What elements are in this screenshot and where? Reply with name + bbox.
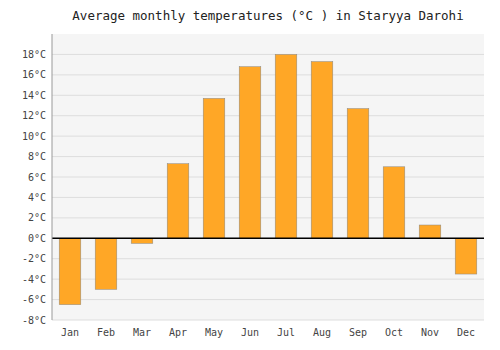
y-tick-label: 8°C — [28, 151, 46, 162]
y-tick-label: -6°C — [22, 294, 46, 305]
grid-line — [52, 95, 484, 96]
title: Average monthly temperatures (°C ) in St… — [72, 8, 463, 23]
zero-line — [52, 238, 484, 240]
x-tick-label: Aug — [313, 327, 331, 338]
bar — [275, 54, 297, 238]
grid-line — [52, 136, 484, 137]
x-tick-label: Jan — [61, 327, 79, 338]
plot-background — [52, 34, 484, 320]
bar — [131, 238, 153, 243]
x-tick-label: May — [205, 327, 223, 338]
bar — [239, 67, 261, 239]
bar — [383, 167, 405, 239]
x-tick-label: Nov — [421, 327, 439, 338]
grid-line — [52, 320, 484, 321]
bars — [59, 54, 477, 304]
x-tick-label: Dec — [457, 327, 475, 338]
x-tick-label: Sep — [349, 327, 367, 338]
grid-line — [52, 238, 484, 239]
y-tick-label: -8°C — [22, 315, 46, 326]
x-tick-label: Apr — [169, 327, 187, 338]
y-tick-label: 18°C — [22, 49, 46, 60]
y-tick-label: 16°C — [22, 69, 46, 80]
grid-line — [52, 156, 484, 157]
bar — [347, 109, 369, 239]
y-tick-label: 14°C — [22, 90, 46, 101]
grid-line — [52, 197, 484, 198]
y-tick-label: 12°C — [22, 110, 46, 121]
x-tick-label: Jul — [277, 327, 295, 338]
y-tick-label: 10°C — [22, 131, 46, 142]
bar — [167, 164, 189, 239]
grid-line — [52, 177, 484, 178]
grid — [52, 54, 484, 320]
grid-line — [52, 74, 484, 75]
bar — [455, 238, 477, 274]
x-tick-label: Mar — [133, 327, 151, 338]
x-tick-label: Jun — [241, 327, 259, 338]
grid-line — [52, 217, 484, 218]
bar — [95, 238, 117, 289]
bar — [203, 98, 225, 238]
y-tick-label: -2°C — [22, 253, 46, 264]
y-tick-label: 0°C — [28, 233, 46, 244]
x-tick-label: Feb — [97, 327, 115, 338]
y-tick-label: 6°C — [28, 172, 46, 183]
bar — [59, 238, 81, 304]
y-tick-label: 2°C — [28, 212, 46, 223]
y-tick-label: -4°C — [22, 274, 46, 285]
chart: Average monthly temperatures (°C ) in St… — [0, 0, 500, 350]
grid-line — [52, 115, 484, 116]
bar — [419, 225, 441, 238]
grid-line — [52, 54, 484, 55]
grid-line — [52, 299, 484, 300]
bar — [311, 62, 333, 239]
y-axis-line — [52, 34, 53, 320]
x-tick-label: Oct — [385, 327, 403, 338]
y-tick-label: 4°C — [28, 192, 46, 203]
